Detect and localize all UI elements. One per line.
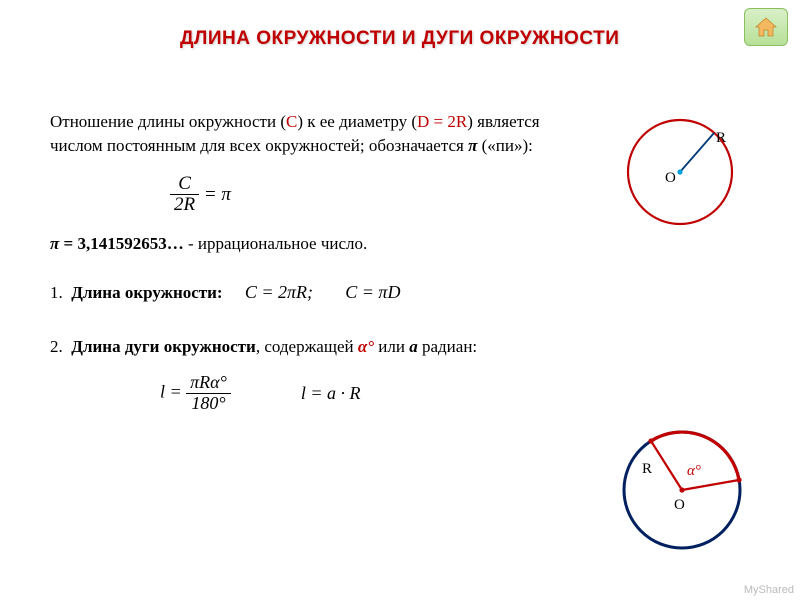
pi-value: = 3,141592653… — [59, 234, 183, 253]
circle-radius-diagram: O R — [620, 110, 750, 230]
numerator: πRα° — [186, 373, 231, 394]
fraction: C 2R — [170, 174, 199, 217]
home-icon — [754, 16, 778, 38]
watermark: MyShared — [744, 584, 794, 596]
list-number: 1. — [50, 283, 63, 302]
page-title: ДЛИНА ОКРУЖНОСТИ И ДУГИ ОКРУЖНОСТИ — [180, 28, 619, 50]
formula-c-2pir: C = 2πR; — [245, 282, 313, 302]
pi-value-line: π = 3,141592653… - иррациональное число. — [50, 232, 580, 256]
section-label-c: или — [374, 337, 409, 356]
alpha-deg: α° — [358, 337, 374, 356]
fraction: πRα° 180° — [186, 373, 231, 414]
radius-label: R — [642, 461, 652, 477]
text: («пи»): — [477, 136, 533, 155]
var-a: a — [409, 337, 418, 356]
section-label-d: радиан: — [418, 337, 477, 356]
formula-c-over-2r: C 2R = π — [170, 174, 580, 217]
equals-pi: = π — [199, 183, 231, 204]
list-number: 2. — [50, 337, 63, 356]
denominator: 180° — [186, 394, 231, 414]
alpha-label: α° — [687, 463, 701, 479]
numerator: C — [170, 174, 199, 196]
intro-paragraph: Отношение длины окружности (C) к ее диам… — [50, 110, 580, 158]
formula-l-radians: l = a · R — [301, 381, 361, 406]
formula-l-degrees: l = πRα° 180° — [160, 373, 231, 414]
arc-formulas: l = πRα° 180° l = a · R — [160, 373, 580, 414]
section-label-b: , содержащей — [256, 337, 358, 356]
content-body: Отношение длины окружности (C) к ее диам… — [50, 110, 580, 414]
pi-symbol: π — [468, 136, 477, 155]
center-label: O — [674, 497, 685, 513]
section-label: Длина окружности: — [71, 283, 222, 302]
radius-label: R — [716, 130, 726, 146]
l-equals: l = — [160, 382, 186, 402]
home-button[interactable] — [744, 8, 788, 46]
section-circumference: 1. Длина окружности: C = 2πR; C = πD — [50, 280, 580, 305]
pi-symbol: π — [50, 234, 59, 253]
center-label: O — [665, 170, 676, 186]
text: Отношение длины окружности ( — [50, 112, 286, 131]
section-label-a: Длина дуги окружности — [71, 337, 256, 356]
circle-arc-diagram: O R α° — [612, 418, 752, 558]
pi-desc: - иррациональное число. — [184, 234, 368, 253]
section-arc-length: 2. Длина дуги окружности, содержащей α° … — [50, 335, 580, 359]
text: ) к ее диаметру ( — [297, 112, 417, 131]
denominator: 2R — [170, 195, 199, 216]
var-d: D = 2R — [417, 112, 467, 131]
formula-c-pid: C = πD — [345, 282, 400, 302]
var-c: C — [286, 112, 297, 131]
